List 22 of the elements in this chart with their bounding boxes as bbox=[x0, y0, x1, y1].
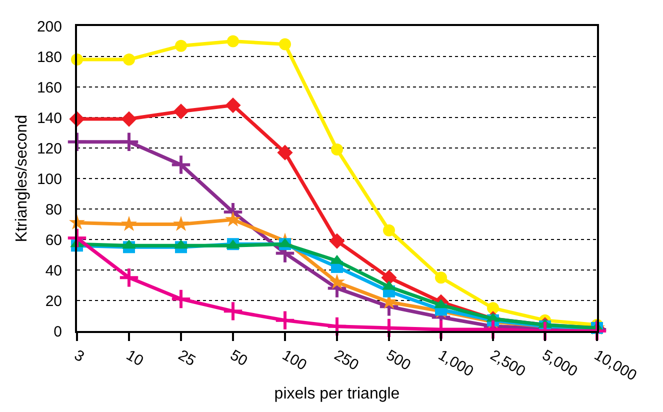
y-tick-label: 40 bbox=[45, 262, 62, 280]
y-tick-label: 160 bbox=[36, 79, 62, 96]
x-tick-label: 1,000 bbox=[435, 346, 476, 380]
x-tick-label: 50 bbox=[227, 346, 250, 370]
y-tick-label: 80 bbox=[45, 201, 62, 218]
y-tick-label: 180 bbox=[36, 48, 62, 66]
y-tick-label: 100 bbox=[36, 170, 62, 188]
y-tick-label: 60 bbox=[45, 232, 62, 249]
x-tick-label: 25 bbox=[175, 346, 198, 370]
x-axis-title: pixels per triangle bbox=[274, 386, 400, 403]
y-tick-label: 0 bbox=[54, 323, 62, 340]
x-tick-label: 2,500 bbox=[487, 346, 528, 380]
y-tick-label: 200 bbox=[36, 18, 62, 36]
x-tick-label: 3 bbox=[71, 346, 87, 366]
x-tick-label: 10 bbox=[123, 346, 146, 370]
x-tick-label: 100 bbox=[279, 346, 310, 374]
x-tick-label: 500 bbox=[383, 346, 414, 374]
y-tick-label: 140 bbox=[36, 110, 62, 127]
y-tick-label: 120 bbox=[36, 140, 62, 158]
x-tick-label: 250 bbox=[331, 346, 362, 374]
y-axis-title: Ktriangles/second bbox=[13, 114, 30, 242]
y-tick-label: 20 bbox=[45, 292, 62, 310]
